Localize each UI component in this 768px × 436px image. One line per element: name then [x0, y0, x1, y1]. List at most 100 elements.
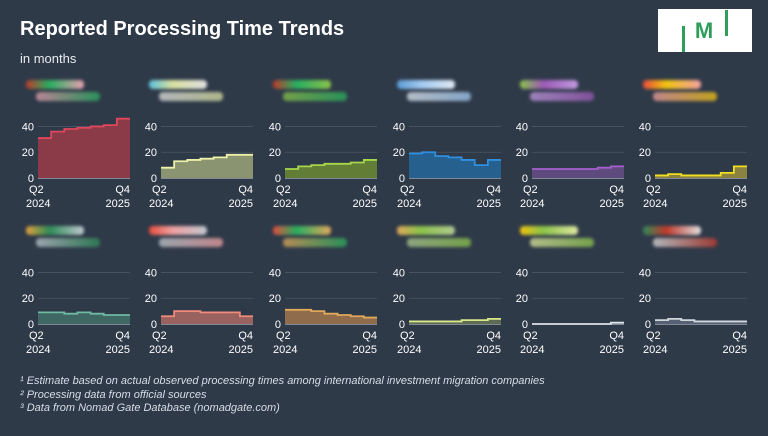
y-tick-label: 40	[516, 267, 528, 279]
country-flag-blurred	[643, 80, 701, 89]
series-line	[532, 321, 624, 325]
x-tick-year-end: 2025	[722, 344, 747, 356]
x-tick-year-start: 2024	[149, 344, 174, 356]
mini-chart-plot: 0 20 40	[22, 117, 130, 184]
x-tick-year-end: 2025	[599, 344, 624, 356]
x-tick-year-start: 2024	[397, 198, 422, 210]
x-tick-year-end: 2025	[228, 344, 253, 356]
x-tick-quarter-start: Q2	[646, 184, 661, 196]
y-tick-label: 0	[151, 173, 157, 184]
country-flag-blurred	[520, 226, 578, 235]
y-tick-label: 20	[639, 147, 651, 159]
x-tick-quarter-start: Q2	[523, 184, 538, 196]
mini-chart-3: 0 20 40 Q2 2024 Q4 2025	[265, 80, 385, 220]
mini-chart-6: 0 20 40 Q2 2024 Q4 2025	[635, 80, 755, 220]
country-name-blurred	[407, 92, 471, 101]
x-tick-year-end: 2025	[599, 198, 624, 210]
y-tick-label: 20	[516, 293, 528, 305]
x-tick-year-end: 2025	[105, 198, 130, 210]
y-tick-label: 20	[269, 147, 281, 159]
y-tick-label: 20	[393, 293, 405, 305]
x-tick-quarter-end: Q4	[238, 330, 253, 342]
country-flag-blurred	[397, 80, 455, 89]
x-tick-year-start: 2024	[397, 344, 422, 356]
series-area	[161, 311, 253, 324]
country-name-blurred	[36, 92, 100, 101]
logo-letter: M	[694, 17, 716, 43]
x-tick-quarter-start: Q2	[29, 184, 44, 196]
country-name-blurred	[653, 92, 717, 101]
x-tick-year-end: 2025	[352, 344, 377, 356]
x-tick-quarter-end: Q4	[732, 184, 747, 196]
chart-subtitle: in months	[20, 51, 77, 66]
x-tick-year-end: 2025	[722, 198, 747, 210]
mini-chart-plot: 0 20 40	[516, 121, 624, 184]
series-area	[38, 118, 130, 178]
x-tick-year-start: 2024	[273, 198, 298, 210]
series-line	[409, 151, 501, 167]
country-flag-blurred	[26, 80, 84, 89]
x-tick-quarter-end: Q4	[609, 184, 624, 196]
country-name-blurred	[159, 238, 223, 247]
y-tick-label: 0	[645, 319, 651, 330]
y-tick-label: 20	[22, 147, 34, 159]
y-tick-label: 40	[393, 267, 405, 279]
country-name-blurred	[159, 92, 223, 101]
footnotes: ¹ Estimate based on actual observed proc…	[20, 375, 545, 416]
mini-chart-8: 0 20 40 Q2 2024 Q4 2025	[141, 226, 261, 366]
x-tick-quarter-end: Q4	[362, 330, 377, 342]
y-tick-label: 40	[269, 267, 281, 279]
series-area	[285, 309, 377, 324]
y-tick-label: 40	[22, 267, 34, 279]
y-tick-label: 0	[151, 319, 157, 330]
footnote-1: ¹ Estimate based on actual observed proc…	[20, 375, 545, 387]
country-name-blurred	[36, 238, 100, 247]
country-name-blurred	[653, 238, 717, 247]
y-tick-label: 0	[275, 319, 281, 330]
country-flag-blurred	[273, 226, 331, 235]
y-tick-label: 40	[516, 121, 528, 133]
series-line	[285, 159, 377, 170]
y-tick-label: 40	[393, 121, 405, 133]
y-tick-label: 40	[145, 121, 157, 133]
x-tick-quarter-start: Q2	[523, 330, 538, 342]
series-line	[409, 317, 501, 323]
y-tick-label: 20	[269, 293, 281, 305]
country-flag-blurred	[149, 80, 207, 89]
series-line	[655, 165, 747, 177]
mini-chart-10: 0 20 40 Q2 2024 Q4 2025	[389, 226, 509, 366]
x-tick-year-start: 2024	[26, 198, 51, 210]
x-tick-year-start: 2024	[273, 344, 298, 356]
country-flag-blurred	[26, 226, 84, 235]
y-tick-label: 0	[399, 173, 405, 184]
y-tick-label: 40	[145, 267, 157, 279]
footnote-2: ² Processing data from official sources	[20, 388, 207, 401]
x-tick-year-start: 2024	[643, 198, 668, 210]
x-tick-quarter-start: Q2	[29, 330, 44, 342]
footnote-3: ³ Data from Nomad Gate Database (nomadga…	[20, 402, 280, 414]
mini-chart-1: 0 20 40 Q2 2024 Q4 2025	[18, 80, 138, 220]
mini-chart-2: 0 20 40 Q2 2024 Q4 2025	[141, 80, 261, 220]
country-flag-blurred	[149, 226, 207, 235]
mini-chart-5: 0 20 40 Q2 2024 Q4 2025	[512, 80, 632, 220]
x-tick-quarter-start: Q2	[400, 330, 415, 342]
mini-chart-plot: 0 20 40	[393, 121, 501, 184]
country-flag-blurred	[397, 226, 455, 235]
series-line	[161, 153, 253, 169]
y-tick-label: 40	[269, 121, 281, 133]
x-tick-quarter-end: Q4	[609, 330, 624, 342]
country-name-blurred	[283, 92, 347, 101]
series-line	[161, 310, 253, 318]
x-tick-quarter-start: Q2	[400, 184, 415, 196]
logo-bar-left	[681, 25, 685, 52]
y-tick-label: 0	[399, 319, 405, 330]
x-tick-quarter-end: Q4	[238, 184, 253, 196]
x-tick-year-end: 2025	[476, 344, 501, 356]
series-line	[285, 308, 377, 319]
y-tick-label: 0	[28, 319, 34, 330]
y-tick-label: 20	[393, 147, 405, 159]
mini-chart-plot: 0 20 40	[145, 267, 253, 330]
x-tick-quarter-end: Q4	[115, 184, 130, 196]
y-tick-label: 20	[145, 147, 157, 159]
series-line	[532, 165, 624, 170]
